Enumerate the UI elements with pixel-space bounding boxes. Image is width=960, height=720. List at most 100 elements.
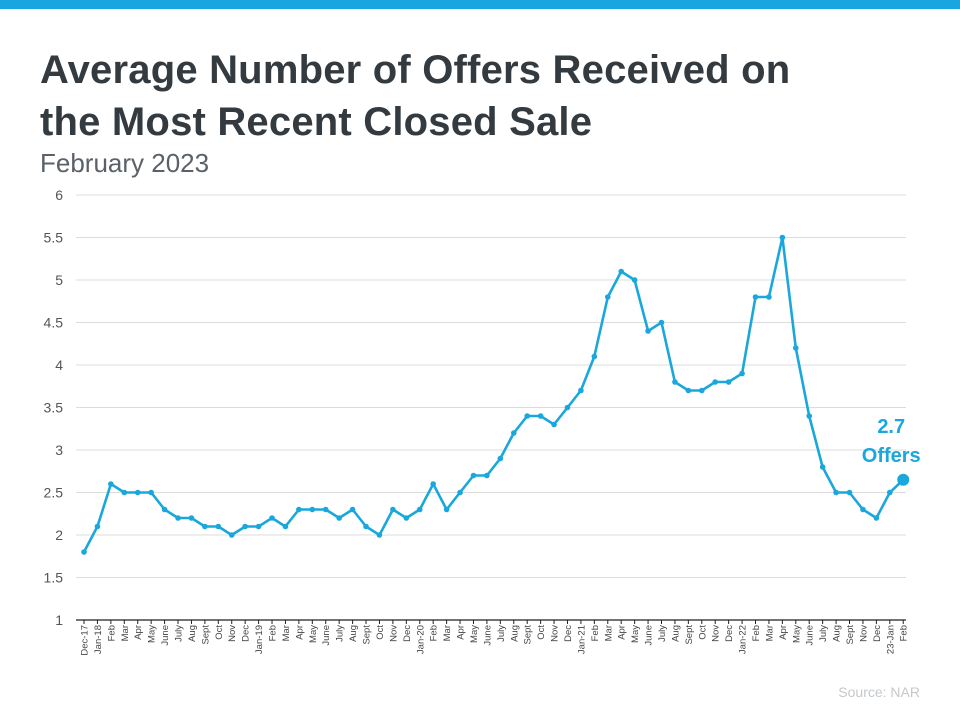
data-point bbox=[470, 472, 477, 479]
data-point bbox=[457, 489, 463, 496]
data-point bbox=[819, 464, 826, 470]
highlight-point bbox=[897, 473, 910, 486]
x-tick-label: July bbox=[174, 625, 185, 642]
x-tick-label: Nov bbox=[711, 625, 722, 642]
x-tick-label: June bbox=[644, 625, 655, 646]
x-tick-label: July bbox=[818, 625, 829, 642]
data-point bbox=[108, 481, 114, 487]
annotation-value: 2.7 bbox=[877, 416, 905, 438]
data-point bbox=[631, 277, 638, 283]
data-point bbox=[658, 319, 665, 326]
data-point bbox=[739, 370, 745, 377]
data-point bbox=[860, 506, 866, 513]
x-tick-label: July bbox=[335, 625, 346, 642]
chart-title: Average Number of Offers Received on the… bbox=[40, 44, 940, 148]
data-point bbox=[215, 523, 222, 530]
data-point bbox=[309, 506, 316, 513]
data-point bbox=[416, 506, 423, 513]
x-tick-label: Aug bbox=[670, 625, 681, 642]
data-point bbox=[591, 353, 598, 360]
x-tick-label: Apr bbox=[133, 625, 144, 640]
y-tick-label: 4.5 bbox=[44, 315, 64, 331]
data-point bbox=[618, 268, 624, 275]
x-tick-label: Jan-21 bbox=[576, 625, 587, 654]
data-point bbox=[269, 515, 275, 521]
x-tick-label: Feb bbox=[268, 625, 279, 641]
top-accent-bar bbox=[0, 0, 960, 9]
annotation-label: Offers bbox=[862, 445, 921, 467]
data-point bbox=[873, 515, 880, 521]
data-point bbox=[148, 489, 154, 496]
y-tick-label: 1 bbox=[55, 612, 63, 628]
data-point bbox=[349, 506, 356, 513]
x-tick-label: Sept bbox=[523, 625, 534, 645]
x-tick-label: Mar bbox=[603, 625, 614, 641]
x-tick-label: Dec bbox=[241, 625, 252, 642]
x-tick-label: Oct bbox=[536, 625, 547, 640]
x-tick-label: Dec bbox=[724, 625, 735, 642]
data-point bbox=[510, 430, 517, 436]
x-tick-label: Aug bbox=[187, 625, 198, 642]
y-tick-label: 1.5 bbox=[44, 570, 64, 586]
x-tick-label: Oct bbox=[697, 625, 708, 640]
data-point bbox=[792, 345, 799, 351]
x-tick-label: Aug bbox=[832, 625, 843, 642]
x-tick-label: Oct bbox=[214, 625, 225, 640]
x-tick-label: Apr bbox=[294, 625, 305, 640]
data-point bbox=[766, 294, 772, 300]
x-tick-label: Nov bbox=[858, 625, 869, 642]
x-tick-label: Sept bbox=[200, 625, 211, 645]
x-tick-label: Oct bbox=[375, 625, 386, 640]
x-tick-label: Sept bbox=[845, 625, 856, 645]
data-point bbox=[390, 506, 396, 513]
series-line bbox=[82, 236, 905, 553]
y-tick-label: 3.5 bbox=[44, 400, 64, 416]
data-point bbox=[846, 489, 853, 496]
data-point bbox=[537, 413, 544, 419]
data-point bbox=[175, 515, 181, 521]
data-point bbox=[202, 523, 208, 530]
y-tick-label: 2.5 bbox=[44, 485, 64, 501]
data-point bbox=[228, 532, 235, 538]
data-point bbox=[752, 294, 759, 300]
x-tick-label: Dec-17 bbox=[80, 625, 91, 656]
data-point bbox=[94, 523, 101, 530]
data-point bbox=[672, 379, 678, 385]
data-point bbox=[430, 481, 436, 487]
x-tick-label: July bbox=[657, 625, 668, 642]
x-tick-label: May bbox=[469, 625, 480, 643]
y-tick-label: 3 bbox=[55, 442, 63, 458]
x-tick-label: Mar bbox=[764, 625, 775, 641]
x-tick-label: July bbox=[496, 625, 507, 642]
data-point bbox=[121, 489, 128, 496]
x-tick-label: Feb bbox=[751, 625, 762, 641]
data-point bbox=[551, 421, 557, 428]
x-tick-label: Jan-20 bbox=[415, 625, 426, 654]
data-point bbox=[645, 328, 651, 334]
source-note: Source: NAR bbox=[838, 684, 920, 700]
x-tick-label: May bbox=[791, 625, 802, 643]
x-tick-label: Nov bbox=[227, 625, 238, 642]
data-point bbox=[188, 515, 195, 521]
chart-subtitle: February 2023 bbox=[40, 148, 210, 178]
x-tick-label: Sept bbox=[684, 625, 695, 645]
chart-title-line2: the Most Recent Closed Sale bbox=[40, 100, 593, 144]
x-tick-label: Nov bbox=[388, 625, 399, 642]
x-tick-label: Feb bbox=[590, 625, 601, 641]
chart-title-line1: Average Number of Offers Received on bbox=[40, 48, 791, 92]
data-point bbox=[296, 506, 302, 513]
data-point bbox=[524, 413, 530, 419]
data-point bbox=[564, 404, 571, 411]
data-point bbox=[322, 506, 329, 513]
x-tick-label: Jan-22 bbox=[738, 625, 749, 654]
data-point bbox=[833, 489, 839, 496]
x-tick-label: Apr bbox=[778, 625, 789, 640]
data-point bbox=[779, 234, 786, 241]
x-tick-label: Aug bbox=[509, 625, 520, 642]
data-point bbox=[336, 515, 342, 521]
x-tick-label: June bbox=[160, 625, 171, 646]
y-tick-label: 5 bbox=[55, 272, 63, 288]
x-tick-label: May bbox=[630, 625, 641, 643]
data-point bbox=[81, 549, 87, 555]
